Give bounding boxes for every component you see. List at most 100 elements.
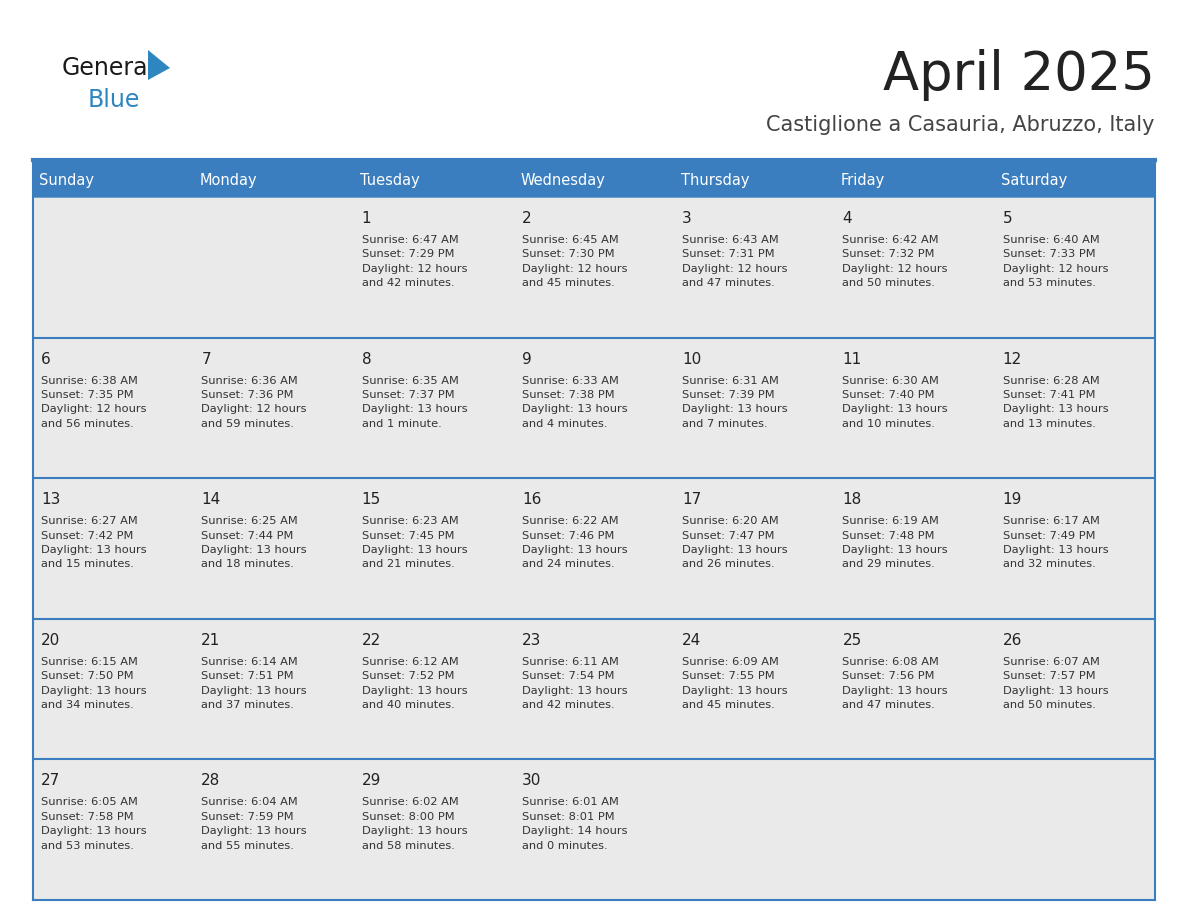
Text: Sunrise: 6:40 AM
Sunset: 7:33 PM
Daylight: 12 hours
and 53 minutes.: Sunrise: 6:40 AM Sunset: 7:33 PM Dayligh…	[1003, 235, 1108, 288]
Text: Sunrise: 6:43 AM
Sunset: 7:31 PM
Daylight: 12 hours
and 47 minutes.: Sunrise: 6:43 AM Sunset: 7:31 PM Dayligh…	[682, 235, 788, 288]
Bar	[33, 619, 194, 759]
Bar	[994, 478, 1155, 619]
Bar	[514, 338, 674, 478]
Text: Sunrise: 6:07 AM
Sunset: 7:57 PM
Daylight: 13 hours
and 50 minutes.: Sunrise: 6:07 AM Sunset: 7:57 PM Dayligh…	[1003, 656, 1108, 710]
Bar	[994, 338, 1155, 478]
Text: 7: 7	[201, 352, 211, 366]
Text: 30: 30	[522, 774, 542, 789]
Bar	[354, 478, 514, 619]
Text: Sunrise: 6:05 AM
Sunset: 7:58 PM
Daylight: 13 hours
and 53 minutes.: Sunrise: 6:05 AM Sunset: 7:58 PM Dayligh…	[42, 798, 146, 851]
Bar	[994, 759, 1155, 900]
Text: Sunday: Sunday	[39, 173, 94, 187]
Text: Sunrise: 6:23 AM
Sunset: 7:45 PM
Daylight: 13 hours
and 21 minutes.: Sunrise: 6:23 AM Sunset: 7:45 PM Dayligh…	[361, 516, 467, 569]
Bar	[834, 759, 994, 900]
Text: Sunrise: 6:36 AM
Sunset: 7:36 PM
Daylight: 12 hours
and 59 minutes.: Sunrise: 6:36 AM Sunset: 7:36 PM Dayligh…	[201, 375, 307, 429]
Text: 28: 28	[201, 774, 221, 789]
Text: Sunrise: 6:04 AM
Sunset: 7:59 PM
Daylight: 13 hours
and 55 minutes.: Sunrise: 6:04 AM Sunset: 7:59 PM Dayligh…	[201, 798, 307, 851]
Bar	[514, 619, 674, 759]
Text: 29: 29	[361, 774, 381, 789]
Bar	[354, 619, 514, 759]
Text: 6: 6	[42, 352, 51, 366]
Text: 2: 2	[522, 211, 531, 226]
Bar	[194, 338, 354, 478]
Text: Saturday: Saturday	[1001, 173, 1067, 187]
Text: Sunrise: 6:45 AM
Sunset: 7:30 PM
Daylight: 12 hours
and 45 minutes.: Sunrise: 6:45 AM Sunset: 7:30 PM Dayligh…	[522, 235, 627, 288]
Bar	[33, 478, 194, 619]
Bar	[33, 759, 194, 900]
Text: Sunrise: 6:09 AM
Sunset: 7:55 PM
Daylight: 13 hours
and 45 minutes.: Sunrise: 6:09 AM Sunset: 7:55 PM Dayligh…	[682, 656, 788, 710]
Bar	[994, 197, 1155, 338]
Text: Sunrise: 6:02 AM
Sunset: 8:00 PM
Daylight: 13 hours
and 58 minutes.: Sunrise: 6:02 AM Sunset: 8:00 PM Dayligh…	[361, 798, 467, 851]
Text: 14: 14	[201, 492, 221, 508]
Bar	[514, 478, 674, 619]
Bar	[514, 197, 674, 338]
Text: Sunrise: 6:22 AM
Sunset: 7:46 PM
Daylight: 13 hours
and 24 minutes.: Sunrise: 6:22 AM Sunset: 7:46 PM Dayligh…	[522, 516, 627, 569]
Text: Sunrise: 6:17 AM
Sunset: 7:49 PM
Daylight: 13 hours
and 32 minutes.: Sunrise: 6:17 AM Sunset: 7:49 PM Dayligh…	[1003, 516, 1108, 569]
Text: General: General	[62, 56, 156, 80]
Text: Castiglione a Casauria, Abruzzo, Italy: Castiglione a Casauria, Abruzzo, Italy	[766, 115, 1155, 135]
Bar	[514, 759, 674, 900]
Text: 20: 20	[42, 633, 61, 648]
Bar	[674, 619, 834, 759]
Text: Sunrise: 6:28 AM
Sunset: 7:41 PM
Daylight: 13 hours
and 13 minutes.: Sunrise: 6:28 AM Sunset: 7:41 PM Dayligh…	[1003, 375, 1108, 429]
Text: 16: 16	[522, 492, 542, 508]
Text: Sunrise: 6:27 AM
Sunset: 7:42 PM
Daylight: 13 hours
and 15 minutes.: Sunrise: 6:27 AM Sunset: 7:42 PM Dayligh…	[42, 516, 146, 569]
Text: 12: 12	[1003, 352, 1022, 366]
Bar	[834, 197, 994, 338]
Text: 3: 3	[682, 211, 691, 226]
Text: 11: 11	[842, 352, 861, 366]
Text: Sunrise: 6:11 AM
Sunset: 7:54 PM
Daylight: 13 hours
and 42 minutes.: Sunrise: 6:11 AM Sunset: 7:54 PM Dayligh…	[522, 656, 627, 710]
Text: April 2025: April 2025	[883, 49, 1155, 101]
Text: 22: 22	[361, 633, 381, 648]
Text: 15: 15	[361, 492, 381, 508]
Text: 8: 8	[361, 352, 371, 366]
Bar	[194, 478, 354, 619]
Text: 5: 5	[1003, 211, 1012, 226]
Text: Sunrise: 6:38 AM
Sunset: 7:35 PM
Daylight: 12 hours
and 56 minutes.: Sunrise: 6:38 AM Sunset: 7:35 PM Dayligh…	[42, 375, 146, 429]
Text: 25: 25	[842, 633, 861, 648]
Bar	[194, 619, 354, 759]
Text: Sunrise: 6:42 AM
Sunset: 7:32 PM
Daylight: 12 hours
and 50 minutes.: Sunrise: 6:42 AM Sunset: 7:32 PM Dayligh…	[842, 235, 948, 288]
Text: Sunrise: 6:15 AM
Sunset: 7:50 PM
Daylight: 13 hours
and 34 minutes.: Sunrise: 6:15 AM Sunset: 7:50 PM Dayligh…	[42, 656, 146, 710]
Text: 1: 1	[361, 211, 371, 226]
Text: Tuesday: Tuesday	[360, 173, 419, 187]
Bar	[354, 197, 514, 338]
Text: Sunrise: 6:30 AM
Sunset: 7:40 PM
Daylight: 13 hours
and 10 minutes.: Sunrise: 6:30 AM Sunset: 7:40 PM Dayligh…	[842, 375, 948, 429]
Bar	[674, 338, 834, 478]
Text: 21: 21	[201, 633, 221, 648]
Text: Sunrise: 6:47 AM
Sunset: 7:29 PM
Daylight: 12 hours
and 42 minutes.: Sunrise: 6:47 AM Sunset: 7:29 PM Dayligh…	[361, 235, 467, 288]
Text: Blue: Blue	[88, 88, 140, 112]
Bar	[354, 338, 514, 478]
Text: Sunrise: 6:19 AM
Sunset: 7:48 PM
Daylight: 13 hours
and 29 minutes.: Sunrise: 6:19 AM Sunset: 7:48 PM Dayligh…	[842, 516, 948, 569]
Text: Sunrise: 6:25 AM
Sunset: 7:44 PM
Daylight: 13 hours
and 18 minutes.: Sunrise: 6:25 AM Sunset: 7:44 PM Dayligh…	[201, 516, 307, 569]
Text: Friday: Friday	[841, 173, 885, 187]
Bar	[33, 163, 1155, 197]
Bar	[674, 478, 834, 619]
Text: 18: 18	[842, 492, 861, 508]
Bar	[33, 338, 194, 478]
Bar	[194, 197, 354, 338]
Text: Sunrise: 6:14 AM
Sunset: 7:51 PM
Daylight: 13 hours
and 37 minutes.: Sunrise: 6:14 AM Sunset: 7:51 PM Dayligh…	[201, 656, 307, 710]
Text: Sunrise: 6:20 AM
Sunset: 7:47 PM
Daylight: 13 hours
and 26 minutes.: Sunrise: 6:20 AM Sunset: 7:47 PM Dayligh…	[682, 516, 788, 569]
Text: Wednesday: Wednesday	[520, 173, 605, 187]
Bar	[994, 619, 1155, 759]
Text: Sunrise: 6:08 AM
Sunset: 7:56 PM
Daylight: 13 hours
and 47 minutes.: Sunrise: 6:08 AM Sunset: 7:56 PM Dayligh…	[842, 656, 948, 710]
Bar	[194, 759, 354, 900]
Text: 9: 9	[522, 352, 531, 366]
Bar	[674, 759, 834, 900]
Text: Sunrise: 6:31 AM
Sunset: 7:39 PM
Daylight: 13 hours
and 7 minutes.: Sunrise: 6:31 AM Sunset: 7:39 PM Dayligh…	[682, 375, 788, 429]
Text: 4: 4	[842, 211, 852, 226]
Text: 24: 24	[682, 633, 701, 648]
Polygon shape	[148, 50, 170, 80]
Text: 17: 17	[682, 492, 701, 508]
Bar	[674, 197, 834, 338]
Text: Sunrise: 6:12 AM
Sunset: 7:52 PM
Daylight: 13 hours
and 40 minutes.: Sunrise: 6:12 AM Sunset: 7:52 PM Dayligh…	[361, 656, 467, 710]
Text: Thursday: Thursday	[681, 173, 750, 187]
Text: Sunrise: 6:01 AM
Sunset: 8:01 PM
Daylight: 14 hours
and 0 minutes.: Sunrise: 6:01 AM Sunset: 8:01 PM Dayligh…	[522, 798, 627, 851]
Text: 27: 27	[42, 774, 61, 789]
Bar	[834, 478, 994, 619]
Text: 13: 13	[42, 492, 61, 508]
Text: 26: 26	[1003, 633, 1022, 648]
Text: Monday: Monday	[200, 173, 258, 187]
Text: 10: 10	[682, 352, 701, 366]
